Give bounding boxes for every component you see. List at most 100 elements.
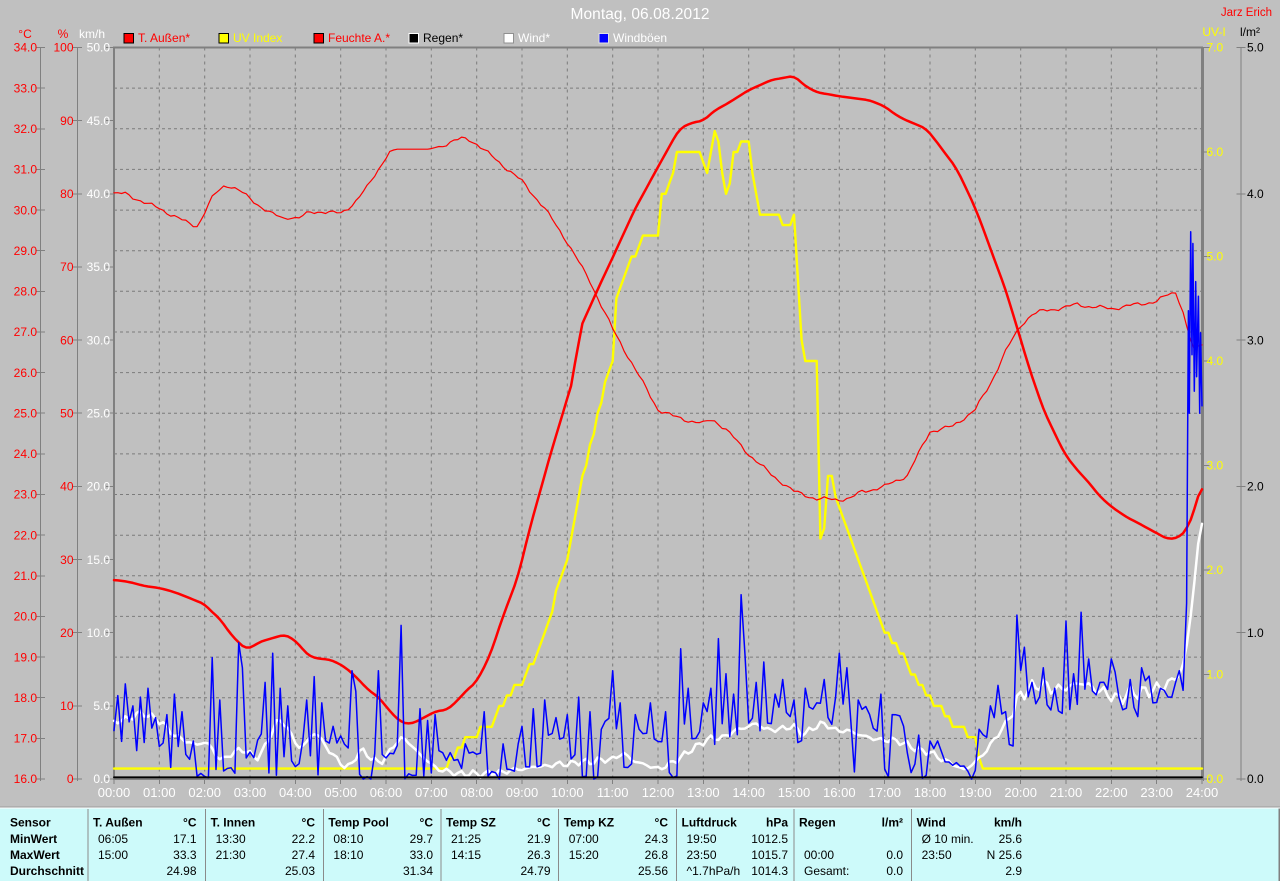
svg-text:N 25.6: N 25.6 bbox=[987, 848, 1023, 862]
svg-text:20.0: 20.0 bbox=[14, 610, 38, 624]
svg-text:MaxWert: MaxWert bbox=[10, 848, 60, 862]
svg-text:%: % bbox=[58, 27, 69, 41]
svg-text:1.0: 1.0 bbox=[1207, 668, 1224, 682]
svg-text:18:00: 18:00 bbox=[914, 785, 947, 800]
svg-text:17.0: 17.0 bbox=[14, 732, 38, 746]
svg-text:25.03: 25.03 bbox=[285, 864, 315, 878]
svg-text:25.56: 25.56 bbox=[638, 864, 668, 878]
svg-text:19:00: 19:00 bbox=[959, 785, 992, 800]
svg-text:100: 100 bbox=[53, 41, 73, 55]
svg-text:7.0: 7.0 bbox=[1207, 41, 1224, 55]
svg-text:2.0: 2.0 bbox=[1207, 563, 1224, 577]
svg-text:19.0: 19.0 bbox=[14, 650, 38, 664]
svg-text:08:00: 08:00 bbox=[460, 785, 493, 800]
svg-text:60: 60 bbox=[60, 333, 74, 347]
svg-text:14:15: 14:15 bbox=[451, 848, 481, 862]
svg-text:Montag, 06.08.2012: Montag, 06.08.2012 bbox=[571, 6, 710, 23]
svg-text:19:50: 19:50 bbox=[687, 832, 717, 846]
svg-text:16.0: 16.0 bbox=[14, 772, 38, 786]
svg-text:30.0: 30.0 bbox=[87, 333, 111, 347]
svg-text:^1.7hPa/h: ^1.7hPa/h bbox=[687, 864, 741, 878]
svg-text:50.0: 50.0 bbox=[87, 41, 111, 55]
svg-text:21:00: 21:00 bbox=[1050, 785, 1083, 800]
svg-text:0.0: 0.0 bbox=[93, 772, 110, 786]
svg-text:3.0: 3.0 bbox=[1247, 333, 1264, 347]
svg-text:34.0: 34.0 bbox=[14, 41, 38, 55]
svg-text:1.0: 1.0 bbox=[1247, 626, 1264, 640]
svg-text:17.1: 17.1 bbox=[173, 832, 197, 846]
svg-text:05:00: 05:00 bbox=[324, 785, 357, 800]
svg-text:25.0: 25.0 bbox=[14, 406, 38, 420]
svg-text:18.0: 18.0 bbox=[14, 691, 38, 705]
svg-text:02:00: 02:00 bbox=[188, 785, 221, 800]
svg-text:29.7: 29.7 bbox=[410, 832, 434, 846]
svg-text:11:00: 11:00 bbox=[597, 785, 629, 800]
svg-text:07:00: 07:00 bbox=[569, 832, 599, 846]
svg-text:23:00: 23:00 bbox=[1140, 785, 1173, 800]
svg-text:UV-I: UV-I bbox=[1202, 25, 1225, 39]
svg-text:18:10: 18:10 bbox=[333, 848, 363, 862]
svg-text:70: 70 bbox=[60, 260, 74, 274]
svg-text:26.0: 26.0 bbox=[14, 366, 38, 380]
svg-text:24.98: 24.98 bbox=[166, 864, 196, 878]
svg-text:07:00: 07:00 bbox=[415, 785, 448, 800]
svg-text:22.2: 22.2 bbox=[292, 832, 316, 846]
svg-text:30: 30 bbox=[60, 553, 74, 567]
svg-text:10:00: 10:00 bbox=[551, 785, 584, 800]
svg-text:30.0: 30.0 bbox=[14, 203, 38, 217]
svg-text:25.6: 25.6 bbox=[999, 832, 1023, 846]
svg-text:27.0: 27.0 bbox=[14, 325, 38, 339]
svg-text:24.3: 24.3 bbox=[645, 832, 669, 846]
svg-text:20: 20 bbox=[60, 626, 74, 640]
svg-text:24:00: 24:00 bbox=[1186, 785, 1219, 800]
svg-text:15:20: 15:20 bbox=[569, 848, 599, 862]
svg-text:0: 0 bbox=[67, 772, 74, 786]
svg-text:40.0: 40.0 bbox=[87, 187, 111, 201]
svg-text:°C: °C bbox=[18, 27, 32, 41]
svg-text:15.0: 15.0 bbox=[87, 553, 111, 567]
svg-text:UV Index: UV Index bbox=[233, 31, 282, 45]
svg-text:06:05: 06:05 bbox=[98, 832, 128, 846]
svg-text:Windböen: Windböen bbox=[613, 31, 667, 45]
svg-text:08:10: 08:10 bbox=[333, 832, 363, 846]
svg-text:Luftdruck: Luftdruck bbox=[682, 816, 738, 830]
svg-text:3.0: 3.0 bbox=[1207, 459, 1224, 473]
svg-text:25.0: 25.0 bbox=[87, 406, 111, 420]
svg-text:45.0: 45.0 bbox=[87, 114, 111, 128]
svg-text:00:00: 00:00 bbox=[98, 785, 131, 800]
svg-text:Temp SZ: Temp SZ bbox=[446, 816, 496, 830]
svg-text:21:25: 21:25 bbox=[451, 832, 481, 846]
svg-text:10.0: 10.0 bbox=[87, 626, 111, 640]
svg-text:31.34: 31.34 bbox=[403, 864, 433, 878]
svg-text:5.0: 5.0 bbox=[1247, 41, 1264, 55]
svg-text:T. Außen: T. Außen bbox=[93, 816, 143, 830]
svg-text:14:00: 14:00 bbox=[732, 785, 765, 800]
svg-text:4.0: 4.0 bbox=[1247, 187, 1264, 201]
svg-text:1015.7: 1015.7 bbox=[751, 848, 788, 862]
svg-text:27.4: 27.4 bbox=[292, 848, 316, 862]
svg-text:26.8: 26.8 bbox=[645, 848, 669, 862]
svg-text:10: 10 bbox=[60, 699, 74, 713]
svg-text:Temp KZ: Temp KZ bbox=[564, 816, 614, 830]
svg-text:°C: °C bbox=[302, 816, 316, 830]
svg-text:0.0: 0.0 bbox=[886, 848, 903, 862]
svg-text:Jarz Erich: Jarz Erich bbox=[1221, 7, 1272, 19]
svg-text:22.0: 22.0 bbox=[14, 528, 38, 542]
svg-text:°C: °C bbox=[183, 816, 197, 830]
svg-text:00:00: 00:00 bbox=[804, 848, 834, 862]
svg-text:13:30: 13:30 bbox=[216, 832, 246, 846]
svg-text:Sensor: Sensor bbox=[10, 816, 51, 830]
svg-text:17:00: 17:00 bbox=[868, 785, 901, 800]
svg-text:21:30: 21:30 bbox=[216, 848, 246, 862]
svg-text:°C: °C bbox=[537, 816, 551, 830]
svg-text:Gesamt:: Gesamt: bbox=[804, 864, 849, 878]
svg-text:T. Innen: T. Innen bbox=[211, 816, 256, 830]
svg-text:09:00: 09:00 bbox=[506, 785, 539, 800]
svg-text:Regen*: Regen* bbox=[423, 31, 463, 45]
svg-text:°C: °C bbox=[655, 816, 669, 830]
svg-text:33.0: 33.0 bbox=[410, 848, 434, 862]
svg-text:hPa: hPa bbox=[766, 816, 788, 830]
svg-text:6.0: 6.0 bbox=[1207, 145, 1224, 159]
svg-text:31.0: 31.0 bbox=[14, 163, 38, 177]
svg-text:°C: °C bbox=[420, 816, 434, 830]
